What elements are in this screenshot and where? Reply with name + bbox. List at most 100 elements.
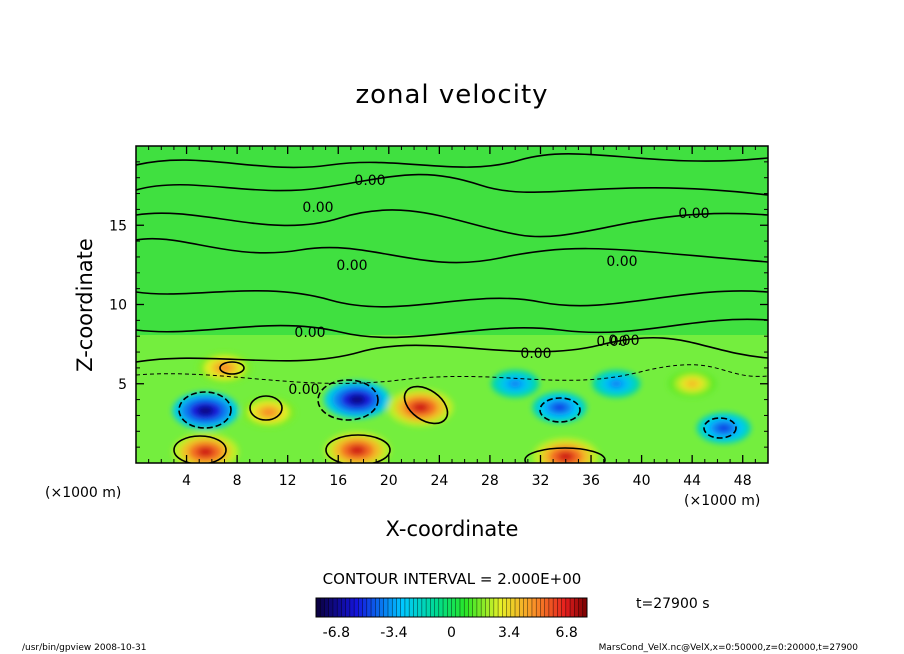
colorbar-segment (489, 598, 495, 617)
colorbar-segment (570, 598, 575, 617)
field-feature (509, 380, 522, 388)
colorbar-segment (557, 598, 563, 617)
x-tick-label: 24 (430, 473, 448, 489)
colorbar-segment (531, 598, 537, 617)
field-feature (261, 408, 276, 417)
colorbar-segment (536, 598, 541, 617)
colorbar-segment (510, 598, 516, 617)
colorbar-segment (464, 598, 469, 617)
x-tick-label: 32 (532, 473, 550, 489)
contour-line (136, 153, 768, 169)
field-feature (557, 451, 575, 462)
colorbar-segment (506, 598, 512, 617)
colorbar-segment (320, 598, 325, 617)
colorbar-segment (468, 598, 474, 617)
contour-label: 0.00 (336, 258, 367, 274)
colorbar-segment (582, 598, 588, 617)
contour-label: 0.00 (608, 333, 639, 349)
contour-loop (524, 447, 606, 463)
colorbar-segment (354, 598, 359, 617)
colorbar-tick-label: -6.8 (323, 625, 350, 641)
x-tick-label: 4 (182, 473, 191, 489)
footer-right: MarsCond_VelX.nc@VelX,x=0:50000,z=0:2000… (599, 643, 859, 653)
colorbar-segment (574, 598, 580, 617)
colorbar-segment (375, 598, 381, 617)
field-features (172, 352, 751, 463)
colorbar-segment (561, 598, 567, 617)
colorbar-segment (498, 598, 503, 617)
colorbar-segment (430, 598, 436, 617)
contour-label: 0.00 (596, 334, 627, 350)
colorbar-segment (362, 598, 368, 617)
colorbar-segment (485, 598, 491, 617)
colorbar-segment (409, 598, 414, 617)
colorbar-segment (371, 598, 376, 617)
field-feature (197, 405, 214, 416)
colorbar-segment (481, 598, 486, 617)
x-tick-label: 40 (633, 473, 651, 489)
y-tick-label: 10 (109, 298, 127, 314)
contour-line (136, 318, 768, 339)
contour-loop (219, 361, 245, 375)
contour-label: 0.00 (302, 200, 333, 216)
colorbar-segment (476, 598, 482, 617)
colorbar-segment (413, 598, 419, 617)
x-tick-label: 28 (481, 473, 499, 489)
colorbar-segment (527, 598, 533, 617)
colorbar-segment (404, 598, 410, 617)
x-unit-right: (×1000 m) (684, 493, 760, 509)
contour-label: 0.00 (354, 173, 385, 189)
colorbar-segment (345, 598, 351, 617)
contour-label: 0.00 (520, 346, 551, 362)
contour-line (136, 209, 768, 238)
colorbar-segment (328, 598, 334, 617)
time-label: t=27900 s (636, 596, 710, 612)
field-feature (686, 380, 699, 388)
contour-loop (703, 417, 737, 439)
contour-loop (539, 397, 581, 423)
colorbar-tick-label: 6.8 (556, 625, 578, 641)
contour-line (136, 237, 768, 264)
contour-loop (403, 385, 449, 425)
colorbar-segment (523, 598, 529, 617)
contour-line-dashed (136, 364, 768, 384)
contour-loop (178, 391, 232, 429)
colorbar-segment (396, 598, 402, 617)
colorbar-segment (565, 598, 571, 617)
colorbar-segment (519, 598, 524, 617)
field-feature (552, 403, 567, 412)
colorbar-segment (578, 598, 584, 617)
colorbar-segment (540, 598, 546, 617)
colorbar-segment (324, 598, 330, 617)
contour-label: 0.00 (606, 254, 637, 270)
colorbar-segment (515, 598, 520, 617)
contour-label: 0.00 (294, 325, 325, 341)
colorbar-frame (315, 597, 588, 618)
colorbar (315, 598, 588, 617)
y-axis-label: Z-coordinate (73, 238, 97, 372)
colorbar-segment (366, 598, 372, 617)
colorbar-segment (426, 598, 431, 617)
field-feature (610, 380, 623, 388)
contour-loop (249, 395, 283, 421)
colorbar-segment (337, 598, 342, 617)
contour-label: 0.00 (288, 382, 319, 398)
contour-loop (325, 434, 391, 463)
colorbar-tick-labels: -6.8 -3.4 0 3.4 6.8 (323, 625, 578, 641)
contour-line (136, 290, 768, 308)
y-tick-label: 15 (109, 218, 127, 234)
colorbar-tick-label: -3.4 (380, 625, 407, 641)
colorbar-segment (421, 598, 427, 617)
field-feature (717, 424, 731, 433)
x-tick-label: 12 (279, 473, 297, 489)
colorbar-segment (472, 598, 478, 617)
x-tick-label: 48 (734, 473, 752, 489)
x-unit-left: (×1000 m) (45, 485, 121, 501)
y-tick-label: 5 (118, 377, 127, 393)
contour-line (136, 336, 768, 363)
colorbar-segment (502, 598, 508, 617)
field-feature (412, 402, 429, 413)
field-feature (348, 445, 366, 456)
colorbar-segment (553, 598, 558, 617)
x-axis-label: X-coordinate (386, 517, 519, 541)
